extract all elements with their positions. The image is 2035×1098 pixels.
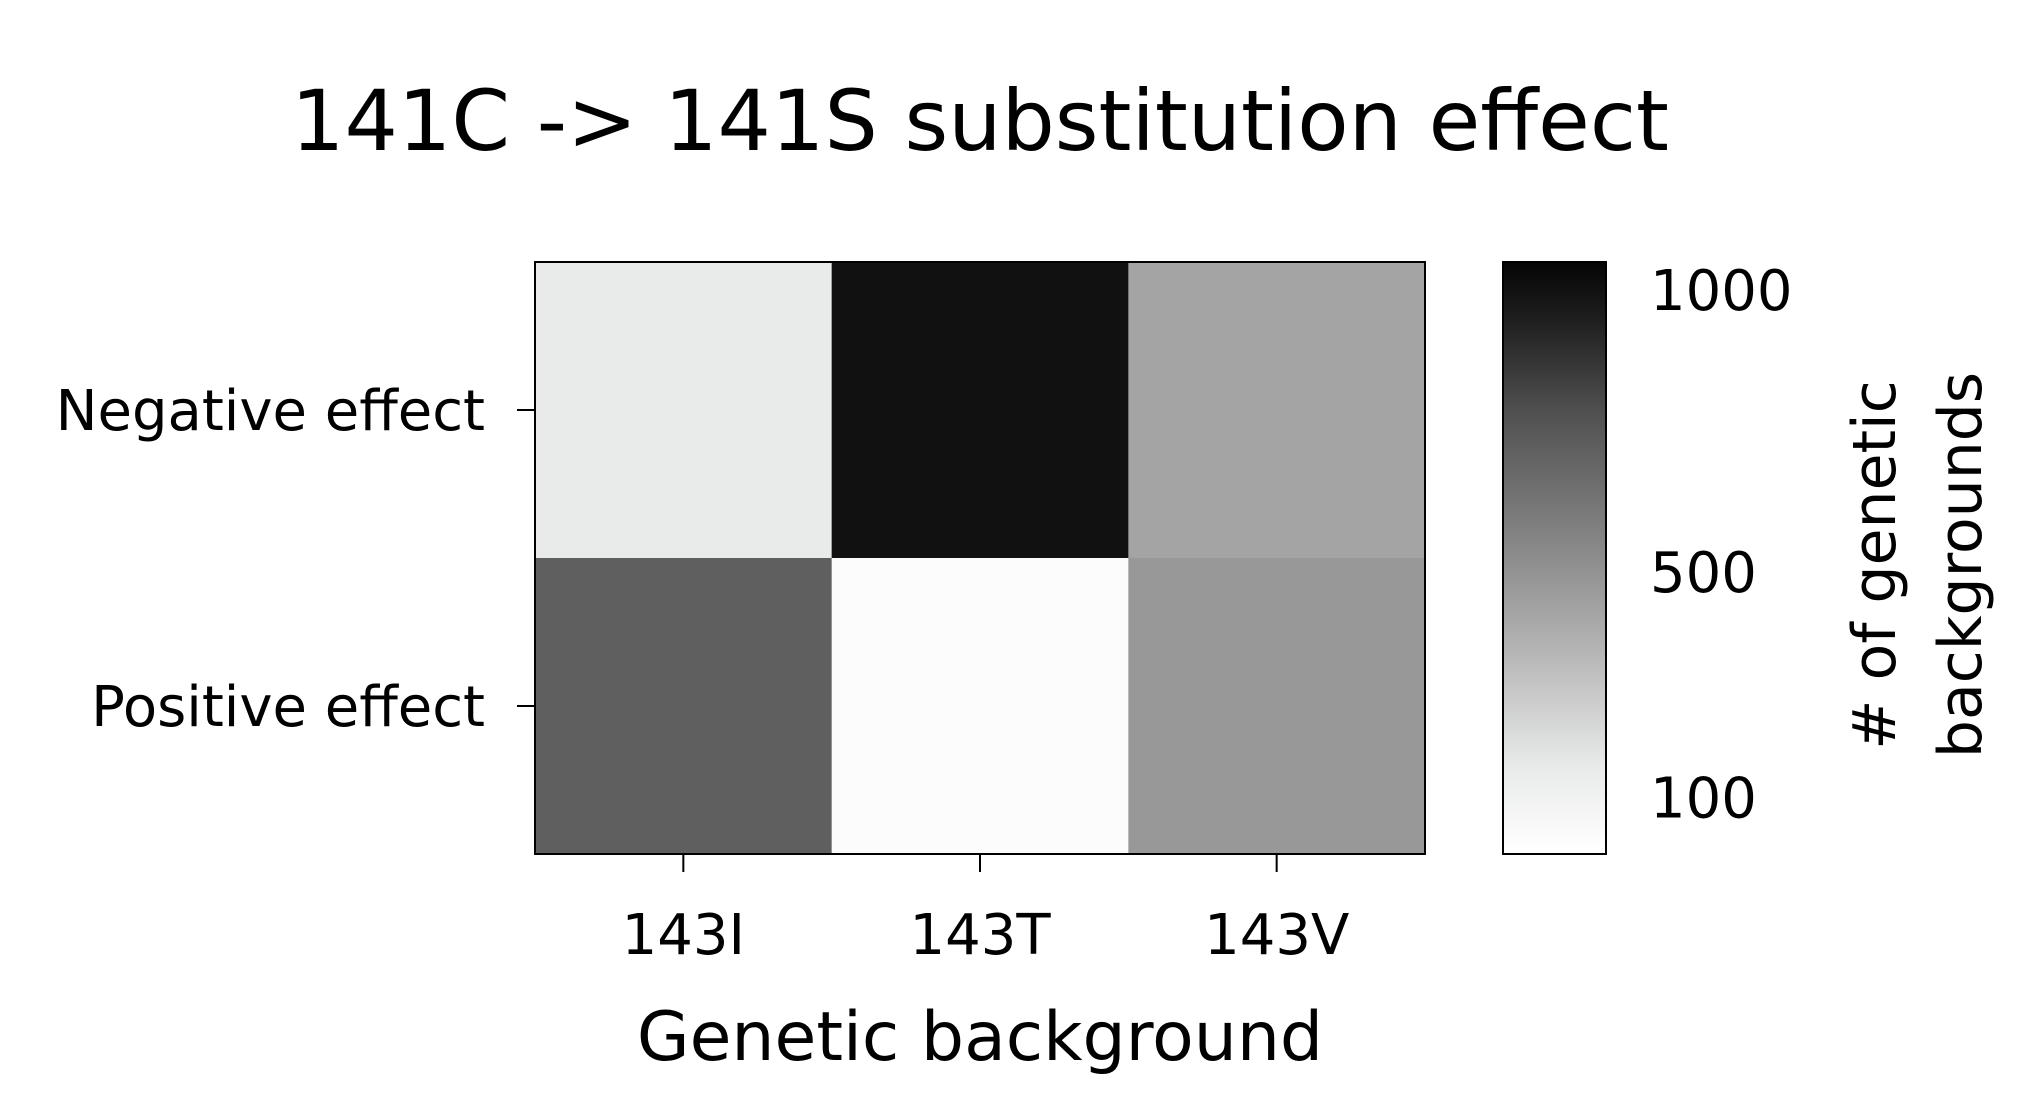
colorbar (1502, 261, 1607, 855)
heatmap-cell-1-0 (535, 558, 833, 855)
colorbar-tick-label: 100 (1650, 767, 1757, 832)
colorbar-label: # of genetic backgrounds (1840, 372, 1996, 758)
x-tick-label: 143T (909, 903, 1051, 968)
colorbar-label-line-1: # of genetic (1840, 380, 1910, 749)
x-tick-label: 143V (1204, 903, 1349, 968)
heatmap-cell-0-1 (831, 262, 1129, 559)
heatmap-cell-1-1 (831, 558, 1129, 855)
heatmap-cell-0-2 (1128, 262, 1426, 559)
colorbar-tick-label: 500 (1650, 541, 1757, 606)
colorbar-ticks: 100 500 1000 (1650, 259, 1793, 831)
colorbar-label-line-2: backgrounds (1926, 372, 1996, 758)
y-tick-label: Negative effect (56, 379, 485, 444)
x-axis-label: Genetic background (637, 998, 1323, 1077)
x-axis: 143I 143T 143V (622, 854, 1349, 968)
y-axis: Negative effect Positive effect (56, 379, 535, 740)
heatmap-cell-1-2 (1128, 558, 1426, 855)
heatmap-cell-0-0 (535, 262, 833, 559)
chart-title: 141C -> 141S substitution effect (291, 72, 1669, 170)
heatmap-cells (535, 262, 1426, 855)
x-tick-label: 143I (622, 903, 745, 968)
colorbar-tick-label: 1000 (1650, 259, 1793, 324)
y-tick-label: Positive effect (91, 675, 485, 740)
